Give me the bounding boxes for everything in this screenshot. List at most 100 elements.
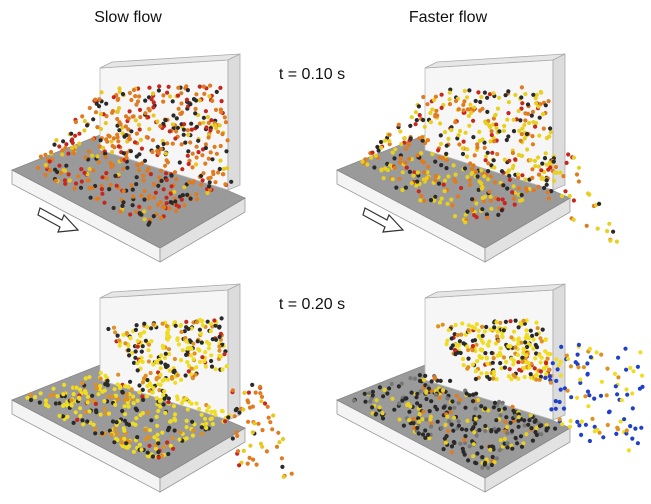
particle — [166, 452, 170, 456]
particle — [207, 135, 211, 139]
particle — [407, 157, 411, 161]
particle — [527, 121, 531, 125]
particle — [372, 165, 376, 169]
particle — [167, 400, 171, 404]
particle — [137, 383, 141, 387]
particle — [187, 369, 191, 373]
particle — [501, 401, 505, 405]
particle — [93, 98, 97, 102]
particle — [531, 347, 535, 351]
particle — [133, 140, 137, 144]
particle — [84, 376, 88, 380]
particle — [90, 186, 94, 190]
particle — [126, 397, 130, 401]
particle — [502, 355, 506, 359]
particle — [182, 203, 186, 207]
particle — [588, 347, 592, 351]
particle — [495, 377, 499, 381]
particle — [424, 417, 428, 421]
particle — [544, 151, 548, 155]
particle — [405, 166, 409, 170]
particle — [507, 159, 511, 163]
particle — [132, 88, 136, 92]
particle — [517, 109, 521, 113]
particle — [419, 389, 423, 393]
particle — [209, 150, 213, 154]
particle — [470, 325, 474, 329]
particle — [211, 172, 215, 176]
particle — [445, 339, 449, 343]
particle — [196, 139, 200, 143]
particle — [209, 353, 213, 357]
particle — [517, 425, 521, 429]
particle — [478, 100, 482, 104]
particle — [517, 415, 521, 419]
particle — [503, 407, 507, 411]
particle — [445, 342, 449, 346]
particle — [457, 107, 461, 111]
particle — [25, 396, 29, 400]
particle — [252, 421, 256, 425]
particle — [475, 322, 479, 326]
particle — [465, 344, 469, 348]
particle — [549, 381, 553, 385]
particle — [217, 345, 221, 349]
particle — [109, 183, 113, 187]
particle — [462, 363, 466, 367]
particle — [525, 147, 529, 151]
particle — [480, 348, 484, 352]
particle — [433, 160, 437, 164]
particle — [523, 92, 527, 96]
particle — [498, 351, 502, 355]
particle — [483, 146, 487, 150]
particle — [248, 406, 252, 410]
particle — [611, 230, 615, 234]
particle — [494, 430, 498, 434]
particle — [157, 84, 161, 88]
particle — [370, 151, 374, 155]
particle — [441, 388, 445, 392]
particle — [529, 426, 533, 430]
particle — [487, 190, 491, 194]
particle — [75, 418, 79, 422]
particle — [241, 407, 245, 411]
particle — [510, 405, 514, 409]
particle — [434, 95, 438, 99]
particle — [525, 189, 529, 193]
particle — [496, 339, 500, 343]
particle — [121, 333, 125, 337]
particle — [465, 155, 469, 159]
particle — [177, 437, 181, 441]
particle — [508, 178, 512, 182]
particle — [200, 413, 204, 417]
particle — [625, 393, 629, 397]
particle — [628, 424, 632, 428]
particle — [575, 396, 579, 400]
particle — [545, 163, 549, 167]
particle — [499, 438, 503, 442]
particle — [137, 123, 141, 127]
particle — [429, 198, 433, 202]
particle — [138, 334, 142, 338]
particle — [422, 378, 426, 382]
particle — [568, 194, 572, 198]
particle — [500, 335, 504, 339]
particle — [462, 99, 466, 103]
particle — [158, 124, 162, 128]
particle — [429, 399, 433, 403]
particle — [155, 119, 159, 123]
time-label: t = 0.10 s — [279, 66, 345, 83]
particle — [223, 182, 227, 186]
particle — [162, 142, 166, 146]
particle — [187, 180, 191, 184]
particle — [537, 185, 541, 189]
particle — [368, 399, 372, 403]
particle — [49, 150, 53, 154]
particle — [193, 111, 197, 115]
particle — [226, 415, 230, 419]
particle — [562, 407, 566, 411]
particle — [198, 360, 202, 364]
particle — [209, 359, 213, 363]
particle — [203, 350, 207, 354]
particle — [375, 145, 379, 149]
